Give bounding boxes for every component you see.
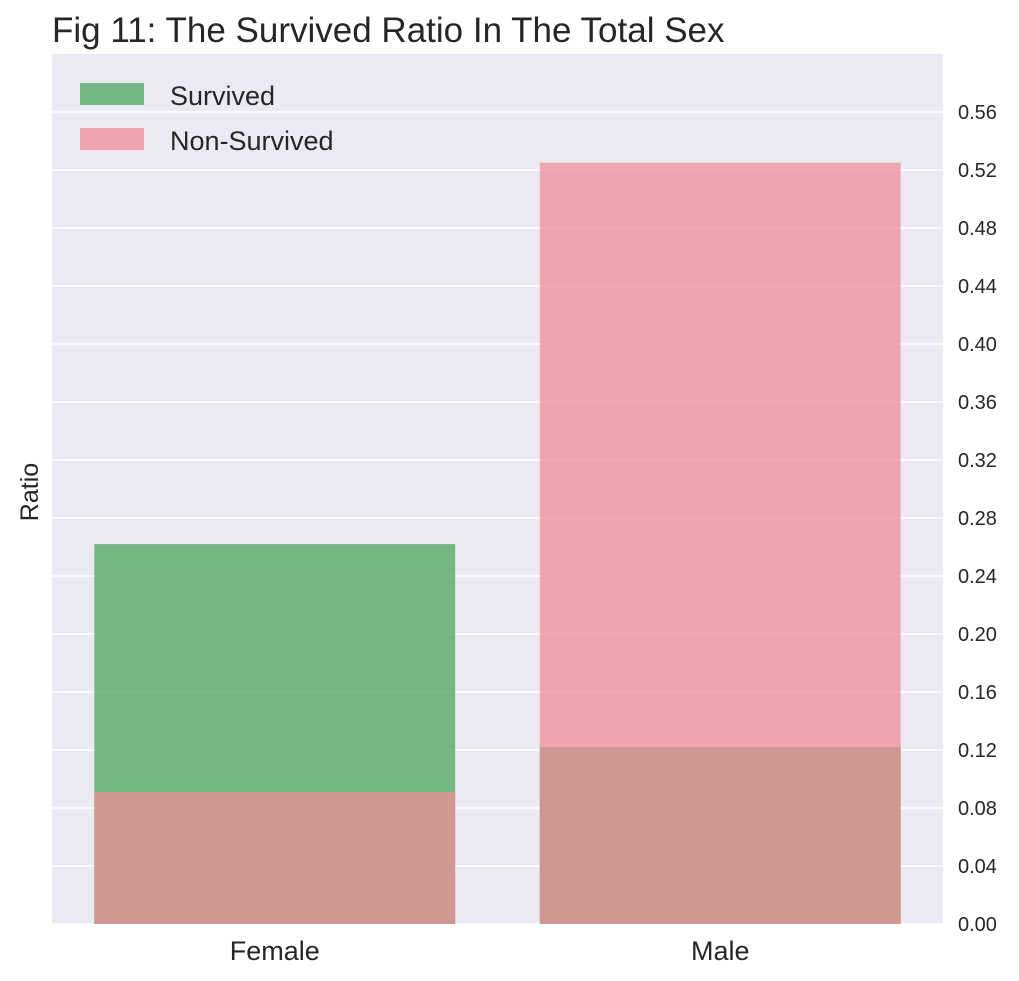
xtick-label-male: Male [691, 936, 750, 966]
legend-label-survived: Survived [170, 81, 275, 111]
ytick-label-13: 0.52 [958, 160, 997, 182]
ytick-label-9: 0.36 [958, 392, 997, 414]
ytick-label-8: 0.32 [958, 450, 997, 472]
ytick-label-2: 0.08 [958, 798, 997, 820]
ytick-label-5: 0.20 [958, 624, 997, 646]
chart-title: Fig 11: The Survived Ratio In The Total … [52, 11, 725, 50]
ytick-label-7: 0.28 [958, 508, 997, 530]
bar-non-survived-male [539, 162, 901, 924]
ytick-label-1: 0.04 [958, 856, 997, 878]
ytick-label-11: 0.44 [958, 276, 997, 298]
bar-non-survived-female [94, 792, 456, 924]
xtick-label-female: Female [230, 936, 320, 966]
legend-swatch-non-survived [80, 128, 144, 150]
bars [94, 162, 901, 924]
legend-label-non-survived: Non-Survived [170, 126, 334, 156]
ytick-label-0: 0.00 [958, 914, 997, 936]
y-axis-label: Ratio [16, 463, 44, 521]
y-axis-ticks: 0.00 0.04 0.08 0.12 0.16 0.20 0.24 0.28 0.32 0.36… [958, 102, 997, 936]
legend: Survived Non-Survived [80, 81, 334, 156]
ytick-label-4: 0.16 [958, 682, 997, 704]
ytick-label-14: 0.56 [958, 102, 997, 124]
legend-swatch-survived [80, 83, 144, 105]
ytick-label-3: 0.12 [958, 740, 997, 762]
ytick-label-6: 0.24 [958, 566, 997, 588]
x-axis-ticks: Female Male [230, 936, 750, 966]
ytick-label-10: 0.40 [958, 334, 997, 356]
ytick-label-12: 0.48 [958, 218, 997, 240]
